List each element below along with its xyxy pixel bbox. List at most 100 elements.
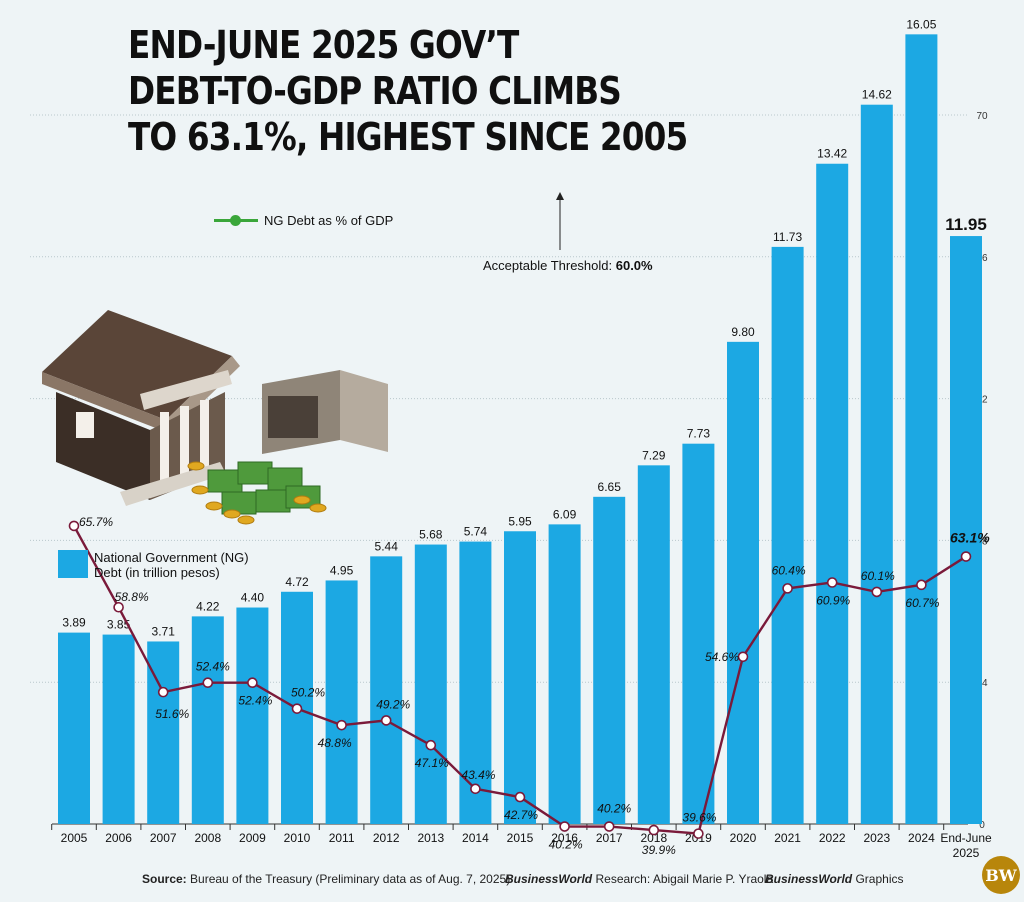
ratio-label: 49.2% — [376, 697, 410, 711]
debt-bar-label: 9.80 — [731, 325, 755, 339]
footer-research-brand: BusinessWorld — [505, 872, 593, 886]
footer-source: Source: Bureau of the Treasury (Prelimin… — [142, 872, 510, 886]
debt-bar — [860, 104, 893, 825]
debt-bar-label: 11.73 — [773, 230, 802, 244]
bank-column-icon — [160, 412, 169, 490]
ratio-marker — [202, 677, 214, 689]
ratio-label: 43.4% — [461, 768, 495, 782]
x-axis-label: 2017 — [596, 831, 623, 845]
ratio-marker — [916, 579, 927, 591]
x-axis-label: 2023 — [863, 831, 890, 845]
x-axis-label: 2005 — [61, 831, 88, 845]
x-axis-label: 2022 — [819, 831, 846, 845]
debt-bar — [504, 531, 536, 824]
legend-line-marker-icon — [214, 215, 258, 226]
legend-ratio-label: NG Debt as % of GDP — [264, 213, 394, 228]
bank-illustration-icon — [42, 310, 388, 525]
threshold-label: Acceptable Threshold: 60.0% — [483, 258, 653, 273]
bank-steps-icon — [120, 462, 226, 506]
x-axis-label: 2008 — [194, 831, 221, 845]
footer-research: BusinessWorld Research: Abigail Marie P.… — [505, 872, 773, 886]
safe-interior-icon — [268, 396, 318, 438]
debt-bar-label: 4.95 — [330, 563, 354, 577]
ratio-label: 63.1% — [950, 530, 990, 546]
x-axis-label: 2007 — [150, 831, 177, 845]
money-stack-icon — [237, 461, 273, 485]
title-line-1: END-JUNE 2025 GOV’T — [128, 23, 519, 67]
x-axis-label: 2010 — [284, 831, 311, 845]
debt-bar-label: 11.95 — [945, 215, 987, 234]
footer-research-text: Research: Abigail Marie P. Yraola — [592, 872, 774, 886]
debt-bar — [191, 616, 224, 824]
y-axis-tick-label: 56 — [976, 253, 988, 264]
ratio-marker — [247, 677, 258, 689]
debt-bar — [950, 236, 982, 824]
ratio-marker — [871, 586, 883, 598]
ratio-label: 60.4% — [772, 563, 806, 577]
debt-bar — [325, 580, 358, 824]
debt-bar — [771, 246, 804, 824]
coin-icon — [223, 509, 241, 519]
ratio-marker — [514, 791, 526, 803]
ratio-marker — [425, 739, 437, 751]
x-axis-label: 2013 — [417, 831, 444, 845]
ratio-label: 40.2% — [549, 838, 583, 852]
debt-bar — [236, 607, 269, 824]
debt-bar — [905, 34, 938, 824]
debt-bar — [548, 524, 581, 824]
ratio-marker — [291, 703, 303, 714]
debt-bar-label: 3.89 — [62, 616, 86, 630]
money-stack-icon — [207, 469, 243, 493]
debt-bar-label: 14.62 — [862, 88, 892, 102]
coin-icon — [191, 485, 209, 495]
x-axis-label: 2006 — [105, 831, 132, 845]
footer-graphics-brand: BusinessWorld — [765, 872, 853, 886]
footer-source-text: Bureau of the Treasury (Preliminary data… — [186, 872, 511, 886]
legend-debt-line-2: Debt (in trillion pesos) — [94, 565, 220, 580]
debt-bar — [682, 443, 715, 824]
bank-column-icon — [180, 406, 189, 484]
debt-bar-label: 4.72 — [285, 575, 309, 589]
ratio-marker — [693, 828, 704, 839]
debt-bar-label: 6.09 — [553, 507, 577, 521]
coin-icon — [187, 461, 205, 471]
debt-bar-label: 7.29 — [642, 448, 666, 462]
debt-bar-label: 3.71 — [152, 624, 176, 638]
x-axis-label: End-June 2025 — [940, 831, 992, 860]
y-axis-tick-label: 70 — [976, 111, 988, 122]
x-axis-label: 2014 — [462, 831, 489, 845]
debt-bar-label: 5.95 — [508, 514, 532, 528]
coin-icon — [205, 501, 223, 511]
ratio-marker — [603, 821, 615, 832]
legend-ratio: NG Debt as % of GDP — [214, 213, 393, 228]
threshold-label-prefix: Acceptable Threshold: — [483, 258, 616, 273]
x-axis-label: 2024 — [908, 831, 935, 845]
debt-bar — [637, 465, 670, 824]
ratio-marker — [470, 783, 481, 795]
debt-bar-label: 4.40 — [241, 591, 265, 605]
ratio-marker — [336, 719, 347, 731]
x-axis-label: 2012 — [373, 831, 400, 845]
ratio-marker — [113, 601, 124, 613]
ratio-label: 60.1% — [861, 569, 895, 583]
ratio-label: 39.9% — [642, 843, 676, 857]
debt-bar — [816, 163, 849, 825]
ratio-marker — [782, 583, 793, 594]
ratio-label: 48.8% — [318, 736, 352, 750]
ratio-label: 52.4% — [196, 660, 230, 674]
ratio-label: 60.7% — [905, 596, 939, 610]
coin-icon — [293, 495, 311, 505]
ratio-marker — [737, 651, 749, 663]
debt-bar — [58, 632, 90, 824]
title-line-2: DEBT-TO-GDP RATIO CLIMBS — [128, 69, 622, 113]
footer-graphics-text: Graphics — [852, 872, 904, 886]
ratio-marker — [559, 821, 570, 832]
bank-roof-edge-icon — [42, 372, 166, 432]
y-axis-tick-label: 28 — [976, 536, 988, 547]
threshold-label-value: 60.0% — [615, 258, 653, 273]
x-axis-label: 2009 — [239, 831, 266, 845]
ratio-marker — [157, 686, 169, 698]
ratio-label: 40.2% — [597, 802, 631, 816]
x-axis-label: 2016 — [551, 831, 578, 845]
